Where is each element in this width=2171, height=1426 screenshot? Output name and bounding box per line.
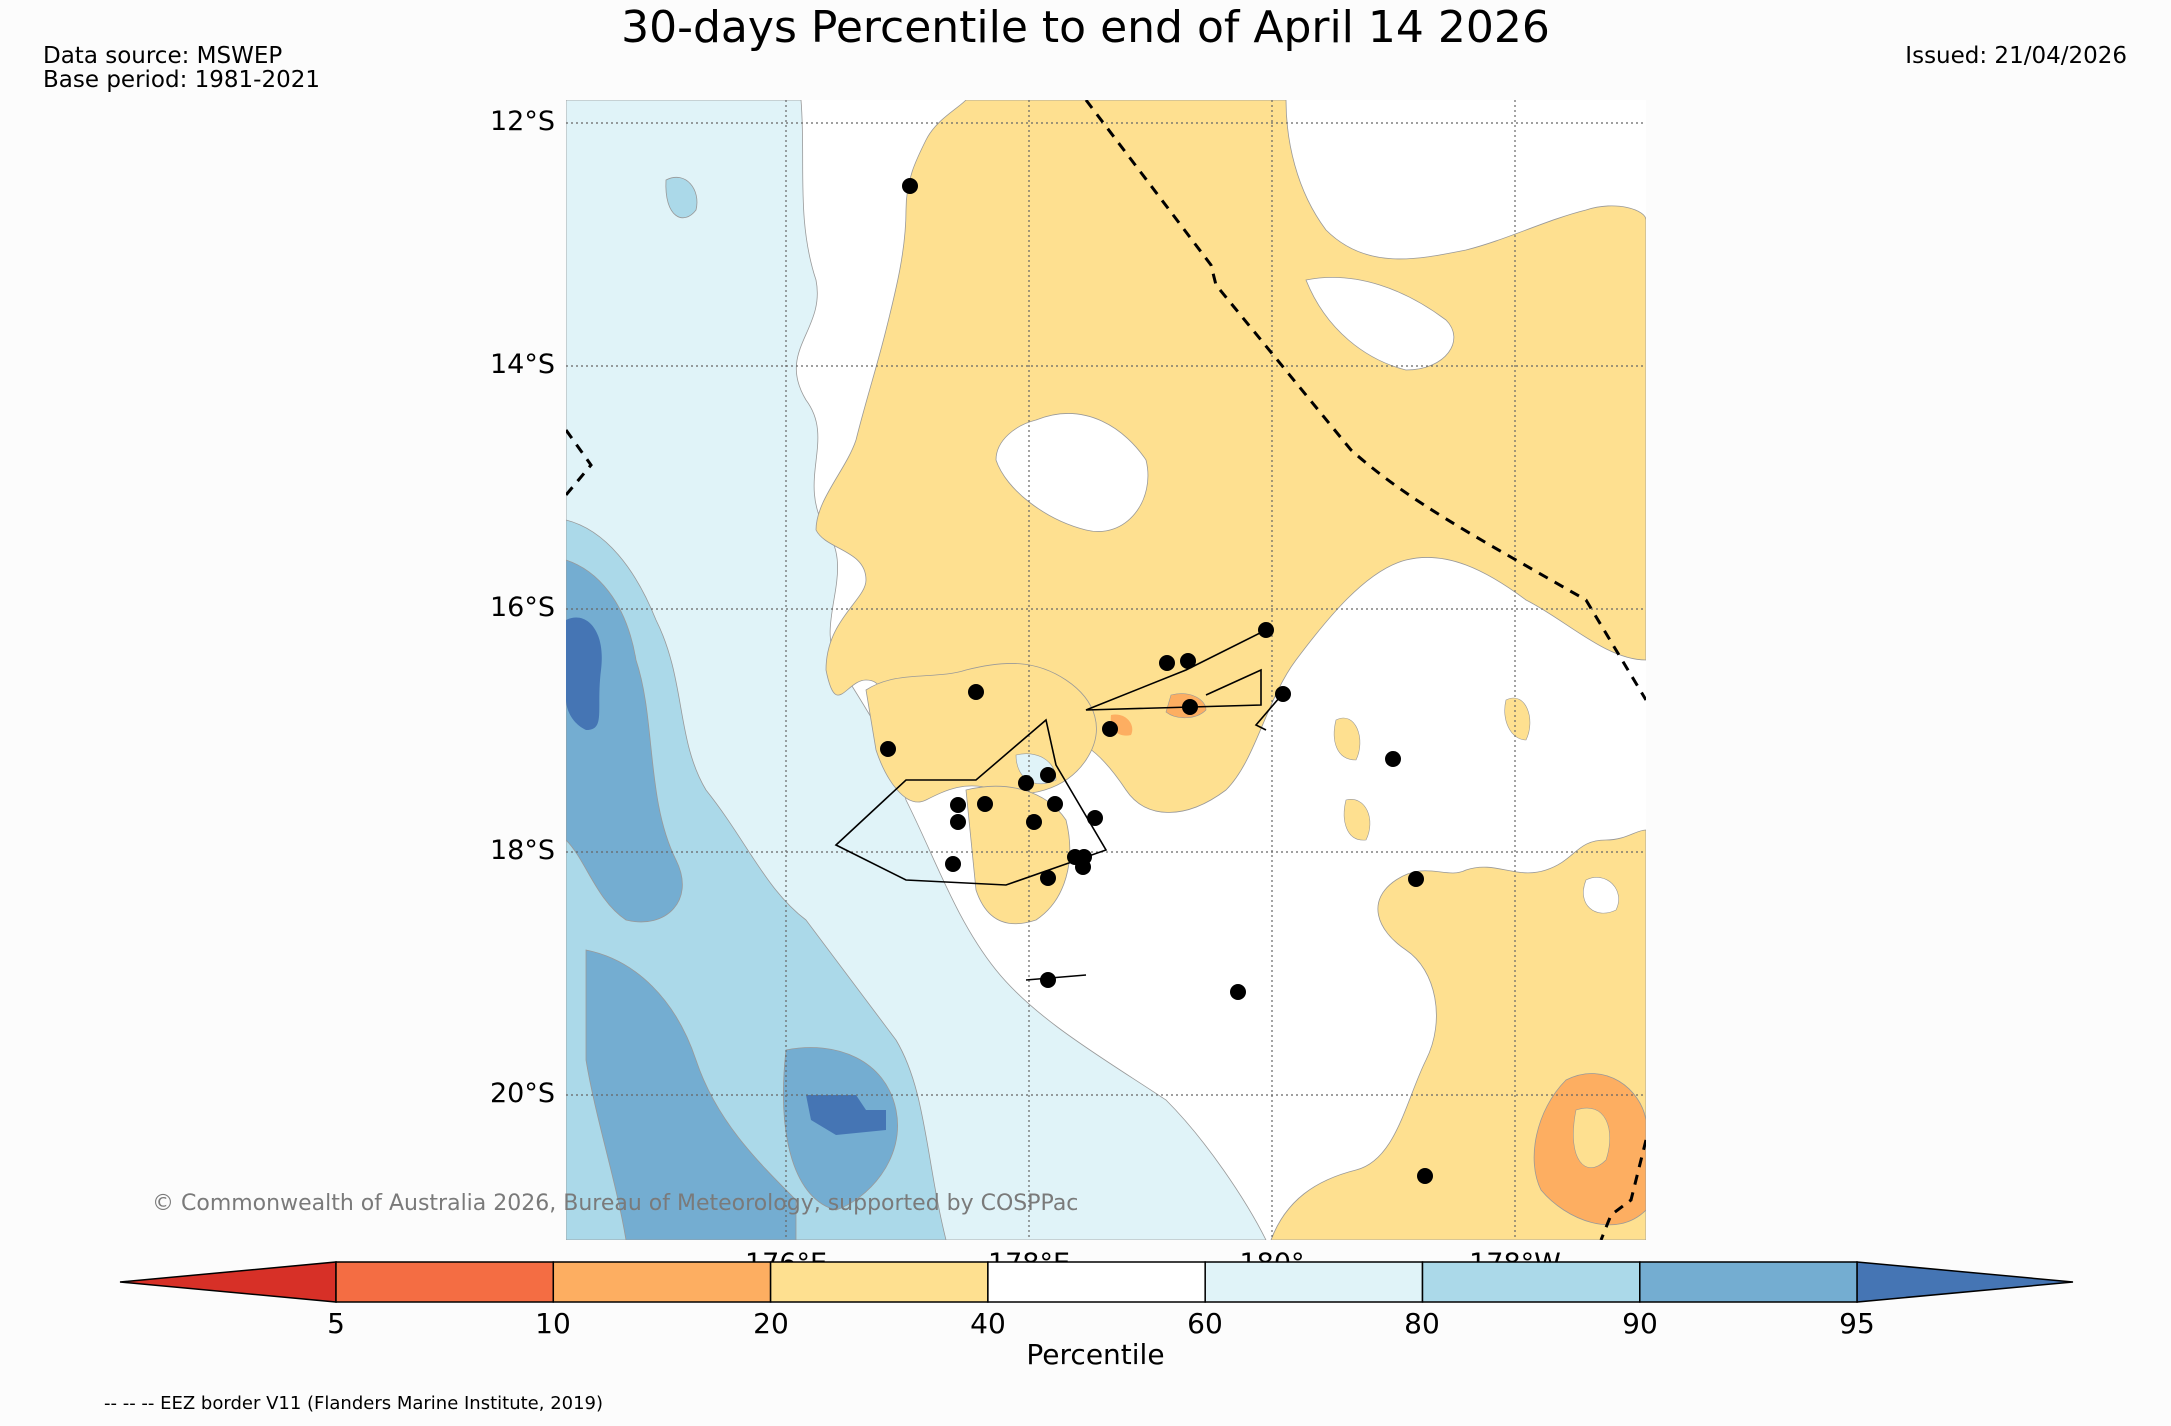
eez-legend: -- -- -- EEZ border V11 (Flanders Marine…	[104, 1393, 604, 1414]
map-title: 30-days Percentile to end of April 14 20…	[621, 2, 1550, 53]
colorbar-tick-10: 10	[535, 1307, 571, 1340]
data-source: Data source: MSWEP	[43, 43, 283, 69]
lat-label-16s: 16°S	[490, 592, 555, 623]
region-20-40-central	[865, 663, 1097, 803]
copyright-notice: © Commonwealth of Australia 2026, Bureau…	[152, 1191, 1079, 1216]
colorbar	[119, 1261, 2074, 1303]
colorbar-tick-40: 40	[970, 1307, 1006, 1340]
colorbar-label: Percentile	[1026, 1338, 1165, 1371]
graticule	[566, 100, 1646, 1240]
colorbar-tick-80: 80	[1404, 1307, 1440, 1340]
issued-date: Issued: 21/04/2026	[1905, 43, 2127, 69]
map-canvas	[566, 100, 1646, 1240]
colorbar-tick-90: 90	[1622, 1307, 1658, 1340]
lat-label-18s: 18°S	[490, 835, 555, 866]
island-outlines	[834, 629, 1287, 981]
colorbar-extend-low	[119, 1261, 337, 1303]
colorbar-swatch	[1204, 1261, 1424, 1303]
colorbar-swatch	[1639, 1261, 1858, 1303]
colorbar-tick-60: 60	[1187, 1307, 1223, 1340]
colorbar-swatch	[552, 1261, 772, 1303]
eez-border	[566, 100, 1646, 1240]
colorbar-tick-95: 95	[1839, 1307, 1875, 1340]
colorbar-tick-5: 5	[327, 1307, 345, 1340]
colorbar-swatch	[335, 1261, 555, 1303]
colorbar-extend-high	[1856, 1261, 2074, 1303]
colorbar-swatch	[987, 1261, 1206, 1303]
lat-label-20s: 20°S	[490, 1078, 555, 1109]
base-period: Base period: 1981-2021	[43, 67, 321, 93]
percentile-map[interactable]	[566, 100, 1646, 1240]
colorbar-swatch	[769, 1261, 989, 1303]
data-source-block: Data source: MSWEP Base period: 1981-202…	[43, 44, 320, 92]
colorbar-tick-20: 20	[753, 1307, 789, 1340]
lat-label-12s: 12°S	[490, 106, 555, 137]
station-markers	[880, 178, 1433, 1184]
lat-label-14s: 14°S	[490, 349, 555, 380]
colorbar-swatch	[1421, 1261, 1641, 1303]
